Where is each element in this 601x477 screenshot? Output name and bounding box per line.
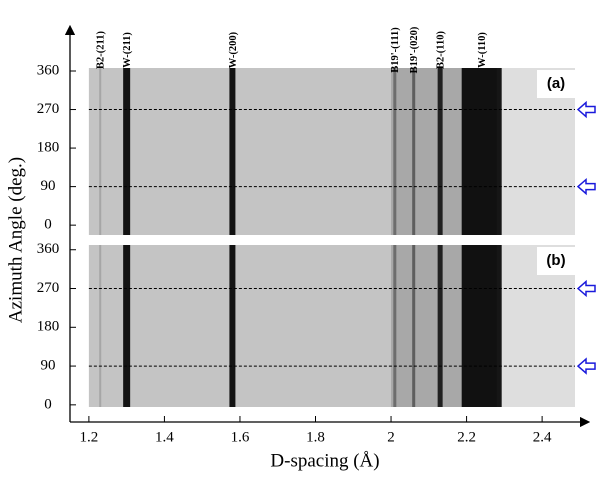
peak-line xyxy=(461,68,502,235)
peak-label: B19'-(020) xyxy=(409,26,420,73)
y-tick-label: 270 xyxy=(37,101,60,117)
y-tick-label: 90 xyxy=(41,358,56,374)
x-tick-label: 2.4 xyxy=(533,429,552,445)
x-tick-label: 2.2 xyxy=(457,429,476,445)
y-tick-label: 0 xyxy=(44,396,52,412)
peak-line xyxy=(123,245,131,407)
x-axis-label: D-spacing (Å) xyxy=(270,450,379,471)
y-tick-label: 270 xyxy=(37,280,60,296)
marker-arrow xyxy=(576,357,596,375)
peak-label: W-(200) xyxy=(228,31,239,68)
y-tick-label: 180 xyxy=(37,140,60,156)
y-axis-label: Azimuth Angle (deg.) xyxy=(5,157,26,323)
peak-line xyxy=(123,68,131,235)
diffraction-images xyxy=(88,68,575,407)
panel-label: (b) xyxy=(546,252,565,269)
marker-arrow xyxy=(576,100,596,119)
peak-line xyxy=(461,245,502,407)
peak-line xyxy=(229,245,236,407)
peak-label: B2-(110) xyxy=(436,31,447,69)
peak-line xyxy=(393,245,397,407)
x-tick-label: 1.2 xyxy=(80,429,99,445)
peak-line xyxy=(99,68,102,235)
peak-line xyxy=(437,245,443,407)
y-tick-label: 0 xyxy=(44,217,52,233)
panel-label: (a) xyxy=(547,75,565,92)
x-tick-label: 1.8 xyxy=(306,429,325,445)
y-tick-label: 360 xyxy=(37,241,60,257)
y-tick-label: 180 xyxy=(37,319,60,335)
peak-label: W-(110) xyxy=(477,32,488,68)
peak-label: W-(211) xyxy=(122,32,133,68)
marker-arrow xyxy=(576,279,596,298)
peak-line xyxy=(229,68,236,235)
peak-line xyxy=(412,245,416,407)
peak-label: B19'-(111) xyxy=(390,27,401,73)
y-tick-label: 360 xyxy=(37,62,60,78)
peak-line xyxy=(393,68,397,235)
peak-line xyxy=(437,68,443,235)
peak-line xyxy=(412,68,416,235)
panel-label-bg xyxy=(537,70,575,98)
peak-line xyxy=(99,245,102,407)
panel-label-bg xyxy=(537,247,575,275)
x-tick-label: 1.6 xyxy=(231,429,250,445)
peak-label: B2-(211) xyxy=(96,31,107,69)
x-tick-label: 2 xyxy=(387,429,395,445)
x-tick-label: 1.4 xyxy=(155,429,174,445)
y-tick-label: 90 xyxy=(41,178,56,194)
marker-arrow xyxy=(576,177,596,196)
